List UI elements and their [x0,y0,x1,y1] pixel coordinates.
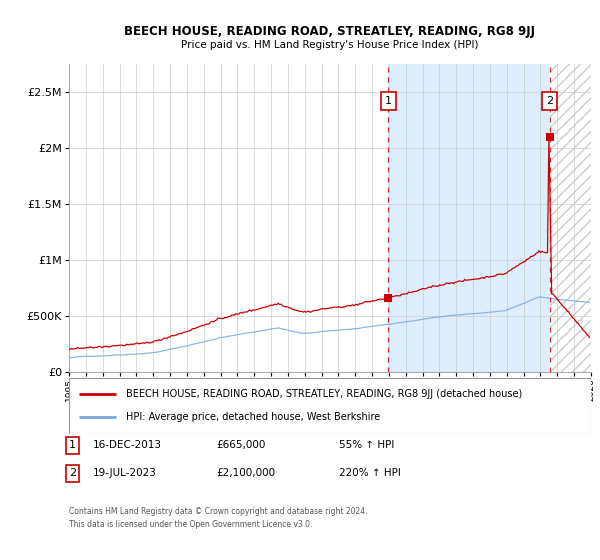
Text: Price paid vs. HM Land Registry's House Price Index (HPI): Price paid vs. HM Land Registry's House … [181,40,479,50]
Text: 1: 1 [385,96,392,106]
Text: 16-DEC-2013: 16-DEC-2013 [93,440,162,450]
FancyBboxPatch shape [69,378,591,434]
Text: Contains HM Land Registry data © Crown copyright and database right 2024.
This d: Contains HM Land Registry data © Crown c… [69,507,367,529]
Text: £665,000: £665,000 [216,440,265,450]
Text: 2: 2 [69,468,76,478]
Text: HPI: Average price, detached house, West Berkshire: HPI: Average price, detached house, West… [127,412,380,422]
Bar [550,64,591,372]
Text: BEECH HOUSE, READING ROAD, STREATLEY, READING, RG8 9JJ: BEECH HOUSE, READING ROAD, STREATLEY, RE… [125,25,536,38]
Bar [550,64,591,372]
Text: 55% ↑ HPI: 55% ↑ HPI [339,440,394,450]
Text: 1: 1 [69,440,76,450]
Text: 2: 2 [546,96,553,106]
Text: BEECH HOUSE, READING ROAD, STREATLEY, READING, RG8 9JJ (detached house): BEECH HOUSE, READING ROAD, STREATLEY, RE… [127,389,523,399]
Text: £2,100,000: £2,100,000 [216,468,275,478]
Bar [388,64,550,372]
Text: 220% ↑ HPI: 220% ↑ HPI [339,468,401,478]
Text: 19-JUL-2023: 19-JUL-2023 [93,468,157,478]
